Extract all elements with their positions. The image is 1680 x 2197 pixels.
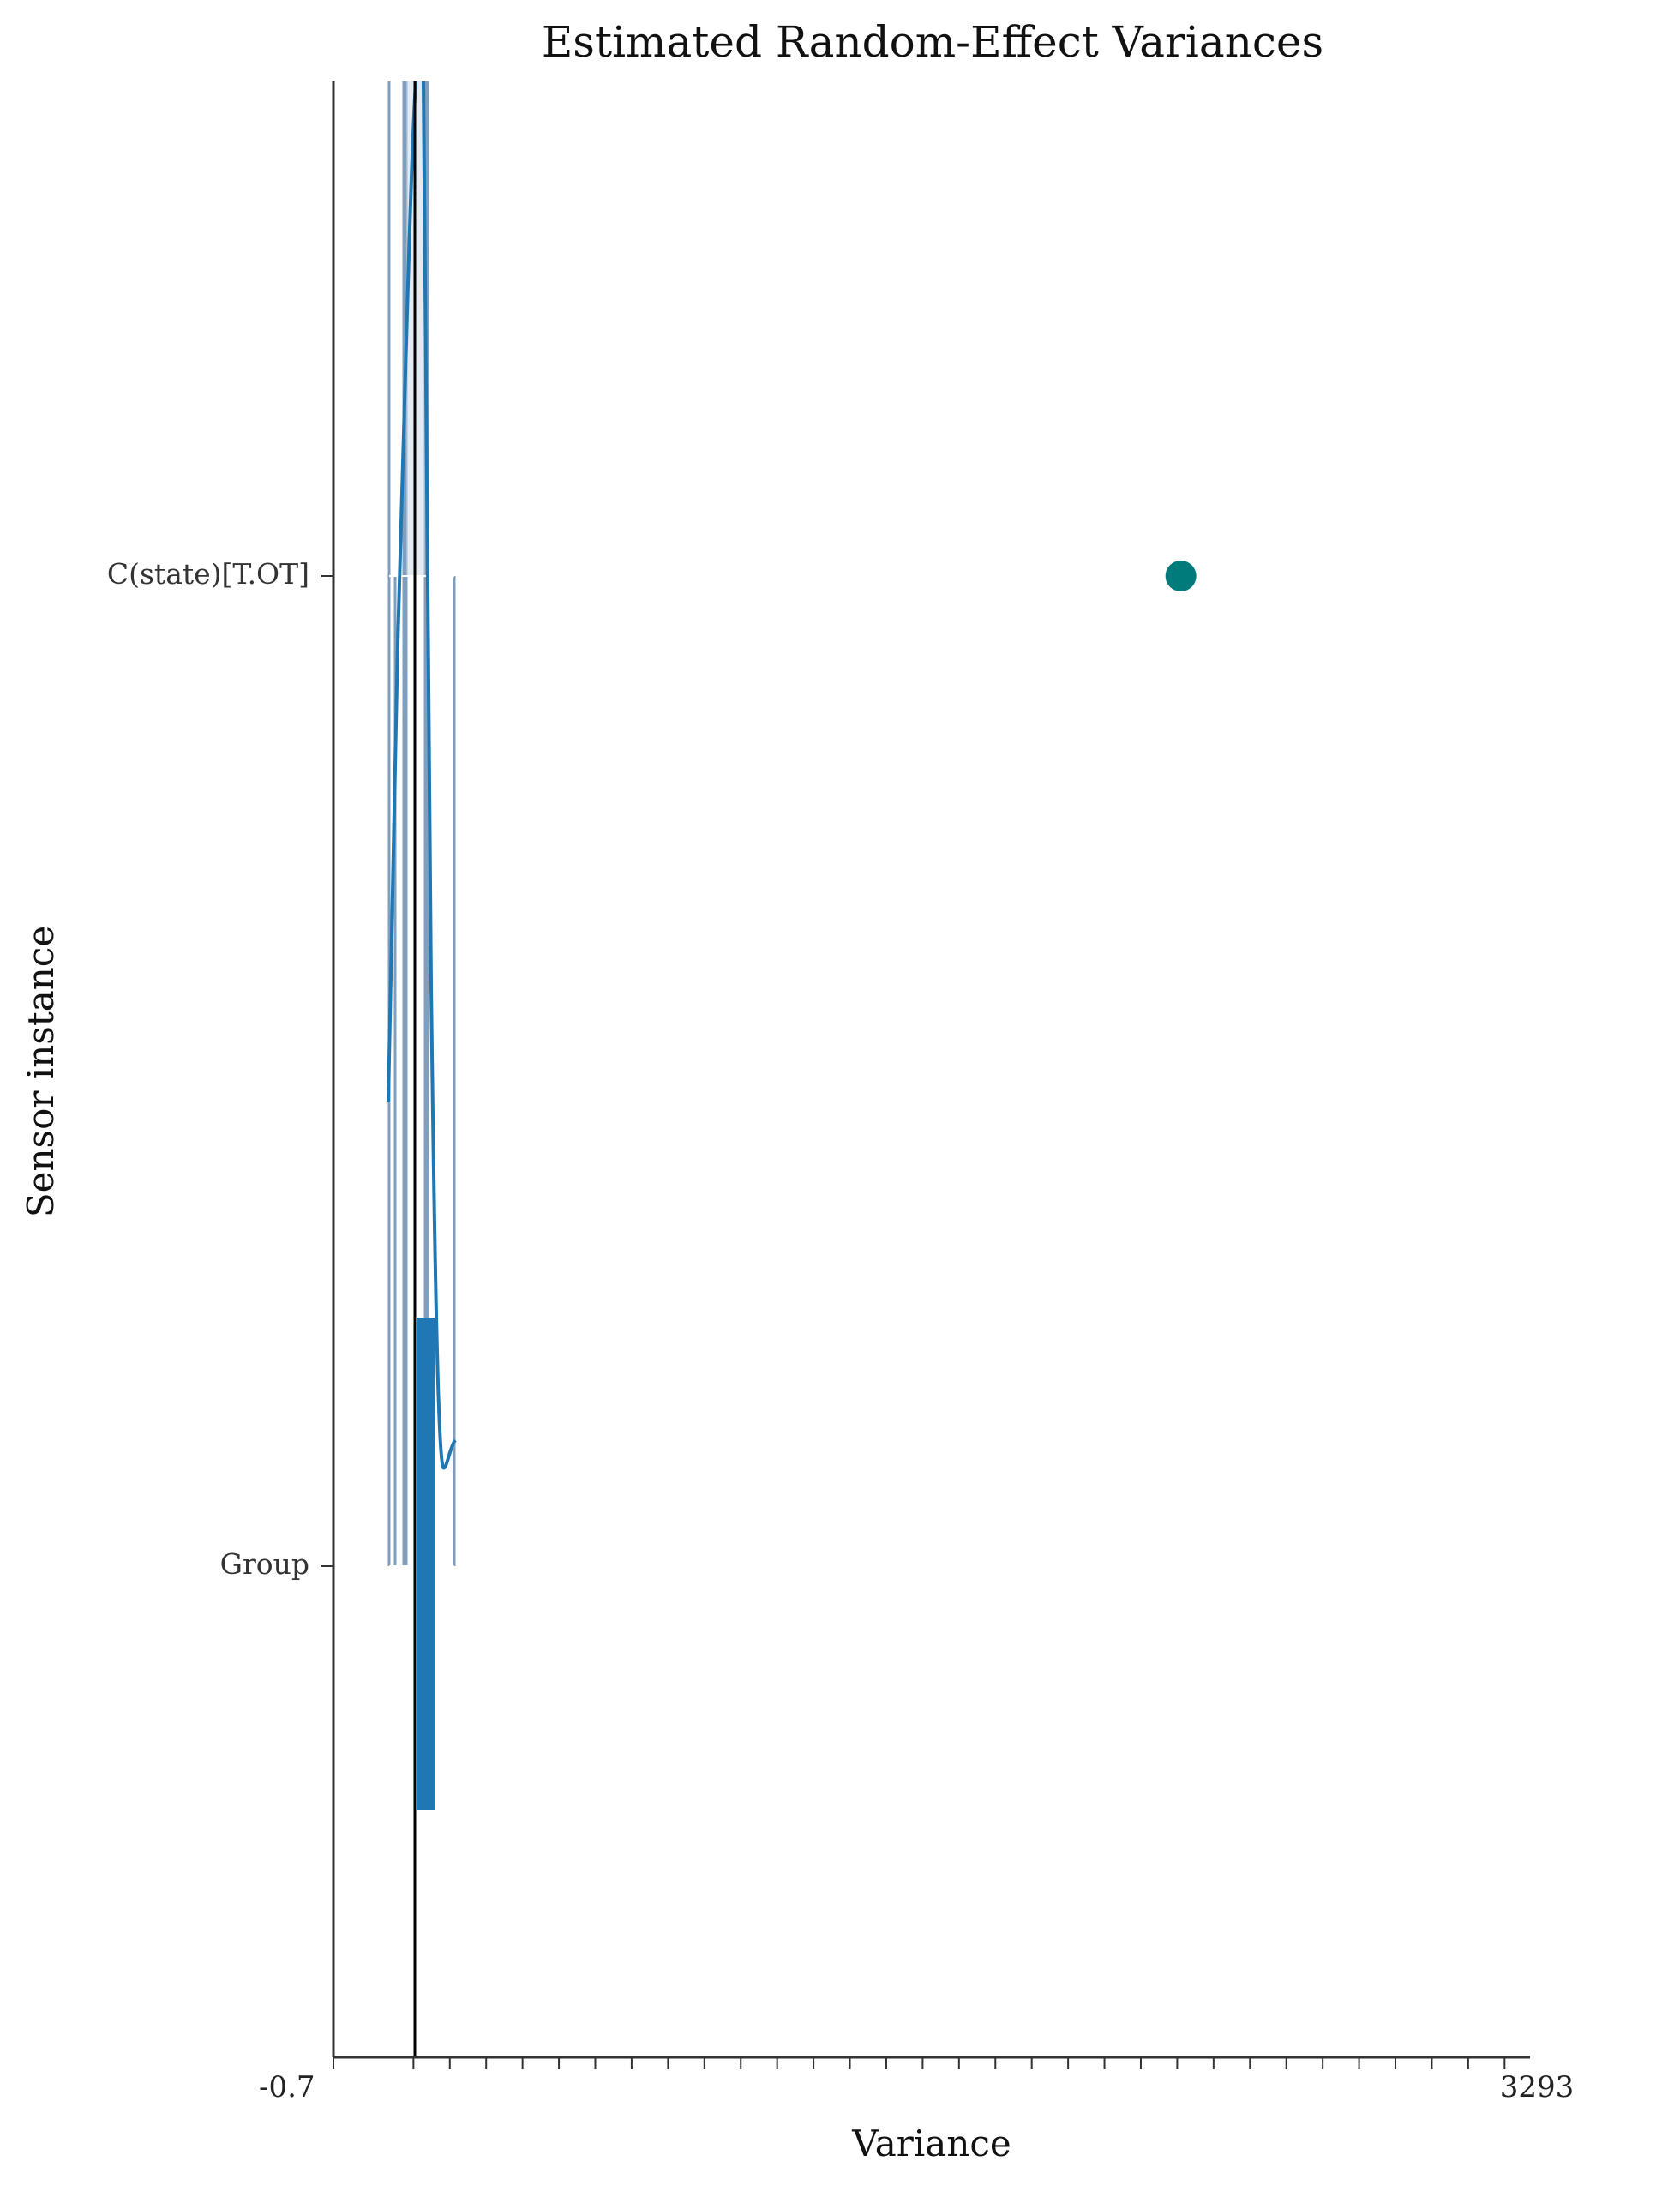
bar <box>417 1318 435 1810</box>
y-ticks: Group C(state)[T.OT] <box>107 557 333 1581</box>
artifacts <box>387 81 457 2057</box>
y-tick-label: Group <box>220 1547 309 1581</box>
y-tick-label: C(state)[T.OT] <box>107 557 309 591</box>
data-point <box>1165 561 1197 591</box>
x-tick-label-last: 3293 <box>1500 2070 1575 2104</box>
y-axis-label: Sensor instance <box>20 926 62 1217</box>
x-axis-label: Variance <box>851 2122 1011 2164</box>
density-curve <box>387 81 457 1470</box>
chart-title: Estimated Random-Effect Variances <box>542 17 1323 67</box>
data-points <box>1165 561 1197 591</box>
x-tick-label-first: -0.7 <box>259 2070 315 2104</box>
x-ticks <box>333 2057 1506 2069</box>
